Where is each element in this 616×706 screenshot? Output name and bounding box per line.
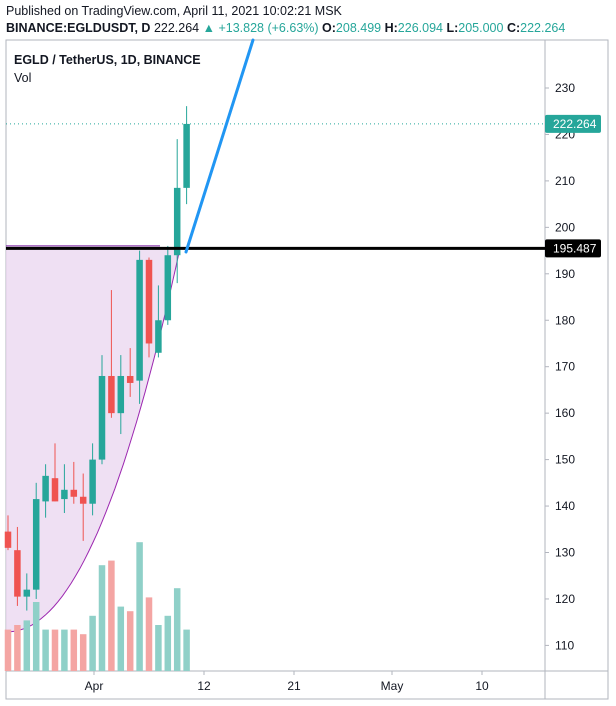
high-label: H: xyxy=(384,21,398,35)
volume-bar xyxy=(108,560,115,671)
candle-body[interactable] xyxy=(14,550,21,597)
symbol-label: BINANCE:EGLDUSDT, D xyxy=(6,21,151,35)
chart-legend-title: EGLD / TetherUS, 1D, BINANCE xyxy=(14,53,201,67)
volume-bar xyxy=(98,565,106,671)
change-value: +13.828 (+6.63%) xyxy=(218,21,319,35)
last-price-tag-label: 222.264 xyxy=(553,117,597,131)
volume-legend-label: Vol xyxy=(14,71,32,85)
volume-bar xyxy=(32,602,40,671)
candle-body[interactable] xyxy=(136,259,143,381)
volume-bar xyxy=(51,629,59,671)
candle-body[interactable] xyxy=(108,375,115,414)
volume-bar xyxy=(42,629,49,671)
low-value: 205.000 xyxy=(458,21,504,35)
volume-bar xyxy=(155,625,162,671)
candle-body[interactable] xyxy=(51,478,59,502)
y-tick-label: 200 xyxy=(555,220,575,234)
published-line: Published on TradingView.com, April 11, … xyxy=(6,4,342,18)
y-tick-label: 190 xyxy=(555,267,575,281)
level-price-tag xyxy=(545,239,601,258)
y-tick-label: 110 xyxy=(555,638,574,652)
x-tick-label: 12 xyxy=(197,679,211,693)
candle-body[interactable] xyxy=(61,489,68,500)
candle-body[interactable] xyxy=(164,255,172,321)
candle-body[interactable] xyxy=(23,589,31,597)
candle-body[interactable] xyxy=(98,375,106,460)
open-label: O: xyxy=(322,21,336,35)
x-tick-label: May xyxy=(381,679,404,693)
volume-bar xyxy=(23,620,31,671)
volume-bar xyxy=(136,542,143,671)
ohlc-line: BINANCE:EGLDUSDT, D 222.264 ▲ +13.828 (+… xyxy=(6,21,565,35)
candle-body[interactable] xyxy=(70,489,78,497)
y-tick-label: 120 xyxy=(555,592,575,606)
volume-bar xyxy=(126,611,134,671)
candle-body[interactable] xyxy=(145,259,153,344)
last-price: 222.264 xyxy=(153,21,200,35)
candle-body[interactable] xyxy=(183,123,190,188)
x-tick-label: 10 xyxy=(475,679,489,693)
close-value: 222.264 xyxy=(520,21,566,35)
last-price-tag xyxy=(545,114,601,133)
candle-body[interactable] xyxy=(173,187,181,256)
y-tick-label: 160 xyxy=(555,406,575,420)
candle-body[interactable] xyxy=(4,531,12,548)
open-value: 208.499 xyxy=(335,21,382,35)
volume-bar xyxy=(70,629,78,671)
volume-bar xyxy=(79,634,87,671)
up-arrow-icon: ▲ xyxy=(202,21,215,35)
high-value: 226.094 xyxy=(397,21,443,35)
candle-body[interactable] xyxy=(89,459,96,504)
volume-bar xyxy=(61,629,68,671)
y-tick-label: 140 xyxy=(555,499,575,513)
x-tick-label: Apr xyxy=(85,679,104,693)
volume-bar xyxy=(145,597,153,671)
level-price-tag-label: 195.487 xyxy=(553,241,597,255)
candle-body[interactable] xyxy=(155,320,162,353)
y-tick-label: 150 xyxy=(555,453,575,467)
accumulation-zone xyxy=(6,248,180,632)
volume-bar xyxy=(117,606,125,671)
x-tick-label: 21 xyxy=(287,679,301,693)
volume-bar xyxy=(14,625,21,671)
volume-bar xyxy=(164,615,172,671)
volume-bar xyxy=(173,588,181,671)
volume-bar xyxy=(183,629,190,671)
y-tick-label: 180 xyxy=(555,313,575,327)
candle-body[interactable] xyxy=(126,375,134,383)
y-tick-label: 170 xyxy=(555,360,575,374)
y-tick-label: 210 xyxy=(555,174,575,188)
candle-body[interactable] xyxy=(42,475,49,502)
y-tick-label: 230 xyxy=(555,81,575,95)
trend-line[interactable] xyxy=(184,38,255,254)
volume-bar xyxy=(89,615,96,671)
candle-body[interactable] xyxy=(32,499,40,590)
candle-body[interactable] xyxy=(117,375,125,414)
volume-bar xyxy=(4,629,12,671)
candle-body[interactable] xyxy=(79,496,87,504)
close-label: C: xyxy=(506,21,521,35)
low-label: L: xyxy=(446,21,459,35)
y-tick-label: 130 xyxy=(555,546,575,560)
